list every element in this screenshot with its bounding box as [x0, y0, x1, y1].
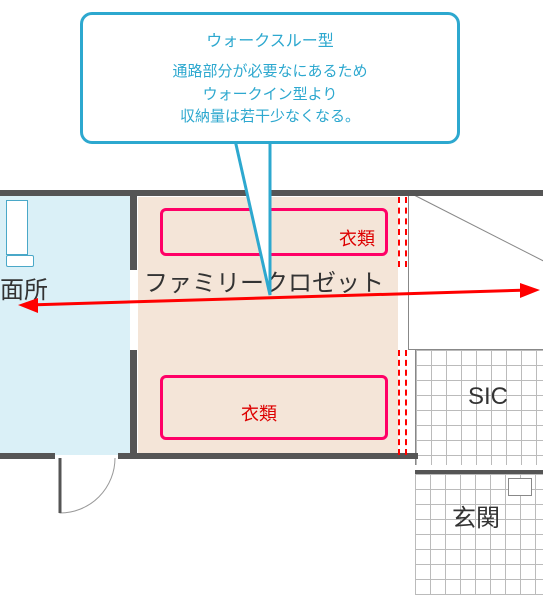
closet-opening-right-top: [398, 197, 400, 267]
stair-area: [408, 195, 543, 350]
clothing-box-bottom: 衣類: [160, 375, 388, 440]
entrance-label: 玄関: [452, 498, 500, 533]
sic-label: SIC: [468, 383, 508, 411]
closet-opening-right-top2: [405, 197, 407, 267]
wall-vert-closet-left: [130, 190, 137, 270]
wall-mid-center: [118, 453, 418, 459]
wall-vert-far-left: [35, 190, 40, 196]
clothing-label-top: 衣類: [339, 225, 375, 251]
wall-mid-left: [0, 453, 55, 459]
washroom-label: 面所: [0, 270, 48, 305]
washroom-sink: [6, 200, 28, 255]
callout-title: ウォークスルー型: [95, 27, 445, 51]
washroom-counter: [6, 255, 34, 267]
clothing-label-bottom: 衣類: [241, 400, 277, 426]
clothing-box-top: 衣類: [160, 208, 388, 256]
closet-label: ファミリークロゼット: [144, 263, 384, 298]
callout-bubble: ウォークスルー型 通路部分が必要なにあるため ウォークイン型より 収納量は若干少…: [80, 12, 460, 144]
callout-body-2: ウォークイン型より: [95, 84, 445, 107]
wall-top: [0, 190, 543, 196]
callout-body-3: 収納量は若干少なくなる。: [95, 106, 445, 129]
closet-opening-right-bot2: [405, 350, 407, 455]
wall-vert-closet-left-bot: [130, 350, 137, 458]
entrance-marker: [508, 478, 532, 496]
closet-opening-right-bot: [398, 350, 400, 455]
callout-body-1: 通路部分が必要なにあるため: [95, 61, 445, 84]
